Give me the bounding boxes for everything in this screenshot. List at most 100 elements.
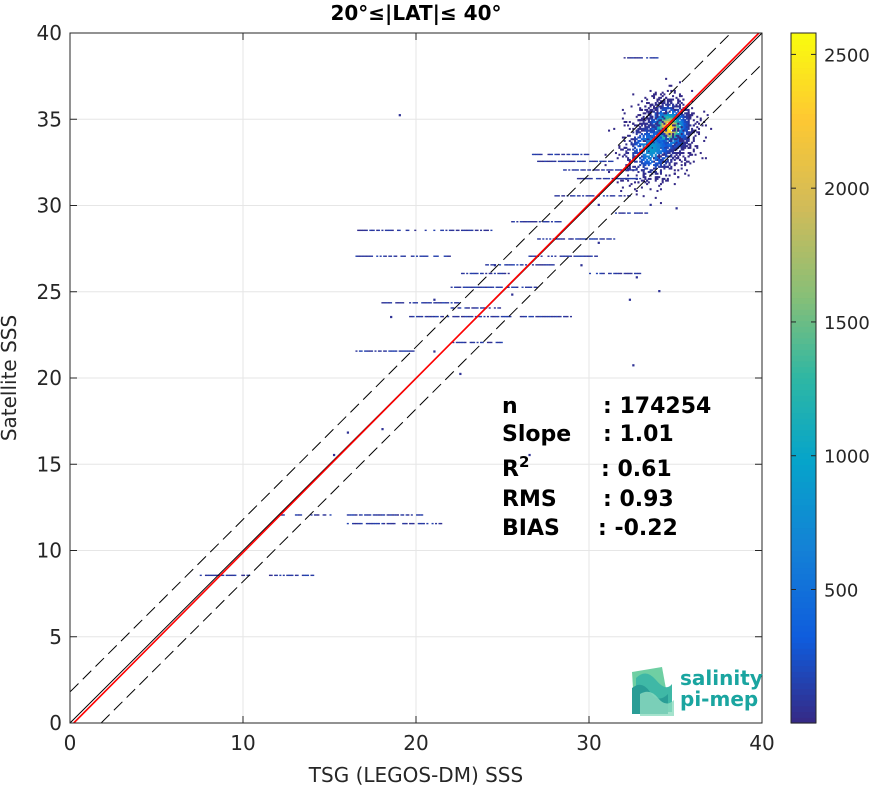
colorbar-segment <box>791 314 816 322</box>
density-cell <box>573 195 576 197</box>
density-cell <box>684 157 687 160</box>
density-cell <box>687 133 690 136</box>
density-cell <box>559 255 562 257</box>
density-cell <box>649 150 652 153</box>
density-cell <box>649 138 652 141</box>
density-cell <box>675 207 678 210</box>
density-cell <box>651 148 654 151</box>
density-cell <box>668 131 671 134</box>
density-cell <box>604 164 607 167</box>
density-cell <box>601 160 604 163</box>
density-cell <box>649 120 652 123</box>
density-cell <box>637 114 640 117</box>
density-cell <box>556 153 559 156</box>
density-cell <box>421 522 424 525</box>
y-tick-label: 40 <box>37 21 62 45</box>
density-cell <box>685 139 688 142</box>
density-cell <box>393 522 396 525</box>
density-cell <box>537 153 540 156</box>
density-cell <box>621 212 624 214</box>
density-cell <box>609 195 612 197</box>
density-cell <box>666 179 669 182</box>
density-cell <box>569 255 572 257</box>
density-cell <box>651 127 654 130</box>
density-cell <box>630 169 633 171</box>
density-cell <box>540 315 543 318</box>
density-cell <box>678 122 681 125</box>
density-cell <box>559 160 562 163</box>
density-cell <box>462 229 465 232</box>
density-cell <box>388 302 391 304</box>
density-cell <box>673 114 676 117</box>
density-cell <box>424 302 427 304</box>
density-cell <box>673 136 676 139</box>
density-cell <box>665 139 668 142</box>
colorbar-segment <box>791 395 816 402</box>
density-cell <box>500 341 503 344</box>
density-cell <box>673 143 676 146</box>
colorbar-segment <box>791 550 816 557</box>
density-cell <box>310 514 313 516</box>
density-cell <box>680 148 683 151</box>
density-cell <box>680 146 683 149</box>
density-cell <box>410 315 413 318</box>
density-cell <box>687 114 690 117</box>
density-cell <box>633 150 637 153</box>
density-cell <box>685 115 688 118</box>
density-cell <box>661 115 664 118</box>
colorbar-segment <box>791 274 816 281</box>
density-cell <box>649 114 652 117</box>
density-cell <box>393 350 396 352</box>
density-cell <box>665 136 668 139</box>
density-cell <box>663 120 666 123</box>
colorbar-segment <box>791 613 816 621</box>
density-cell <box>627 158 630 161</box>
density-cell <box>663 143 666 146</box>
density-cell <box>673 131 676 134</box>
density-cell <box>678 131 681 134</box>
density-cell <box>682 129 685 132</box>
density-cell <box>675 134 678 137</box>
density-cell <box>549 315 552 318</box>
density-cell <box>632 57 635 59</box>
density-cell <box>635 133 638 136</box>
density-cell <box>628 148 631 151</box>
density-cell <box>647 120 650 123</box>
density-cell <box>666 129 669 132</box>
density-cell <box>642 117 645 120</box>
density-cell <box>639 126 642 129</box>
density-cell <box>677 120 680 123</box>
density-cell <box>661 91 664 94</box>
density-cell <box>673 126 676 129</box>
density-cell <box>351 522 355 525</box>
colorbar-segment <box>791 406 816 414</box>
density-cell <box>473 286 476 288</box>
density-cell <box>656 119 659 122</box>
density-cell <box>663 114 666 117</box>
density-cell <box>635 131 638 134</box>
density-cell <box>454 286 457 288</box>
density-cell <box>564 160 567 163</box>
density-cell <box>485 272 488 275</box>
colorbar-segment <box>791 33 816 40</box>
density-cell <box>678 103 681 106</box>
density-cell <box>646 179 649 182</box>
density-cell <box>608 171 611 174</box>
density-cell <box>595 160 598 163</box>
density-cell <box>697 131 701 134</box>
colorbar-segment <box>791 481 816 488</box>
colorbar-segment <box>791 44 816 51</box>
density-cell <box>549 153 552 156</box>
density-cell <box>377 229 380 232</box>
density-cell <box>635 167 638 170</box>
density-cell <box>431 522 434 525</box>
density-cell <box>618 153 621 156</box>
density-cell <box>649 188 652 191</box>
density-cell <box>445 255 448 257</box>
density-cell <box>677 136 680 139</box>
density-cell <box>435 315 438 318</box>
density-cell <box>677 105 680 108</box>
density-cell <box>391 522 394 525</box>
density-cell <box>393 255 396 257</box>
density-cell <box>646 183 649 186</box>
